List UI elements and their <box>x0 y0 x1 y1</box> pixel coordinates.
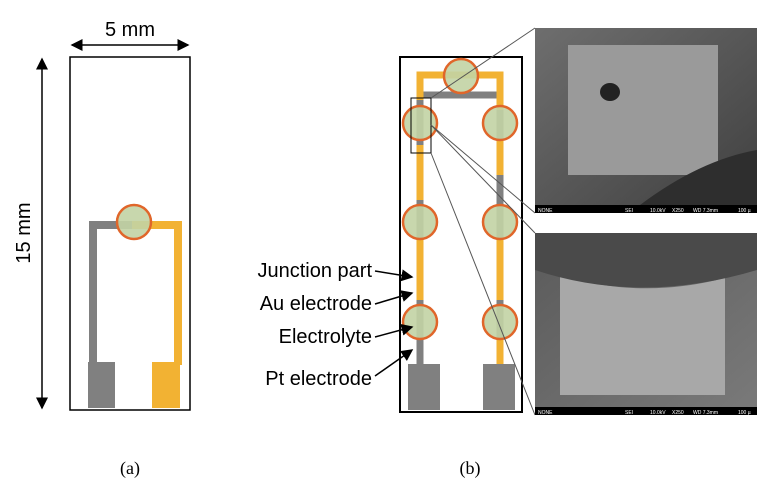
info-text: SEI <box>625 410 633 416</box>
callouts: Junction part Au electrode Electrolyte P… <box>257 260 412 390</box>
label: Electrolyte <box>279 326 372 348</box>
pad <box>408 364 440 410</box>
info-text: WD 7.3mm <box>693 410 718 416</box>
info-bar <box>535 407 757 415</box>
figure: 5 mm 15 mm (a) J <box>0 0 757 484</box>
info-text: 10.0kV <box>650 410 666 416</box>
junction <box>483 106 517 140</box>
au-pad <box>152 362 180 408</box>
info-bar <box>535 205 757 213</box>
info-text: X250 <box>672 410 684 416</box>
info-text: 100 µ <box>738 208 751 214</box>
junction <box>403 305 437 339</box>
junction <box>483 305 517 339</box>
info-text: NONE <box>538 208 553 214</box>
defect <box>600 83 620 101</box>
pad <box>483 364 515 410</box>
panel-a: 5 mm 15 mm (a) <box>13 19 190 479</box>
label: Pt electrode <box>265 368 372 390</box>
junction <box>117 205 151 239</box>
info-text: SEI <box>625 208 633 214</box>
width-label: 5 mm <box>105 19 155 41</box>
pt-pad <box>88 362 115 408</box>
micrograph: NONE SEI 10.0kV X250 WD 7.3mm 100 µ <box>535 28 757 214</box>
junction <box>403 205 437 239</box>
caption-a: (a) <box>120 458 140 479</box>
caption-b: (b) <box>460 458 481 479</box>
info-text: 100 µ <box>738 410 751 416</box>
electrolyte-region <box>568 45 718 175</box>
label: Au electrode <box>260 293 372 315</box>
label: Junction part <box>257 260 372 282</box>
info-text: X250 <box>672 208 684 214</box>
info-text: 10.0kV <box>650 208 666 214</box>
junction <box>444 59 478 93</box>
info-text: WD 7.3mm <box>693 208 718 214</box>
micrograph: NONE SEI 10.0kV X250 WD 7.3mm 100 µ <box>535 233 757 416</box>
junction <box>483 205 517 239</box>
height-label: 15 mm <box>13 202 35 263</box>
electrolyte-region <box>560 275 725 395</box>
junction <box>403 106 437 140</box>
info-text: NONE <box>538 410 553 416</box>
panel-b: Junction part Au electrode Electrolyte P… <box>257 28 757 479</box>
